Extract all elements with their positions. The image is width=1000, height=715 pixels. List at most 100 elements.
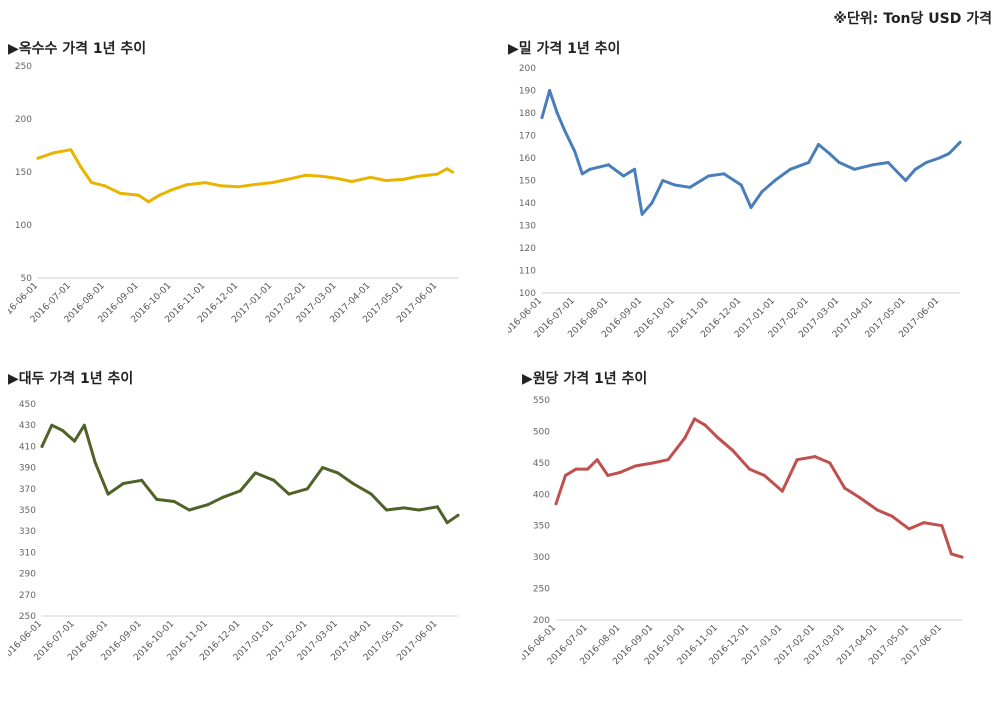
corn-data-point <box>69 148 73 152</box>
sugar-data-point <box>780 489 784 493</box>
corn-data-point <box>236 185 240 189</box>
y-tick-label: 200 <box>533 616 550 626</box>
y-tick-label: 500 <box>533 427 550 437</box>
wheat-data-point <box>958 140 962 144</box>
wheat-data-point <box>673 183 677 187</box>
y-tick-label: 270 <box>19 591 36 601</box>
wheat-chart: ▶밀 가격 1년 추이 100 110 120 130 140 150 160 170 180 1… <box>508 38 973 338</box>
soybean-data-point <box>140 478 144 482</box>
soybean-price-line <box>40 423 460 525</box>
sugar-data-point <box>716 436 720 440</box>
soybean-chart: ▶대두 가격 1년 추이 250 270 290 310 330 350 370 390 410… <box>8 368 473 678</box>
y-tick-label: 550 <box>533 396 550 406</box>
wheat-data-point <box>817 143 820 146</box>
soybean-plot: 2502702903103303503703904104304502016-06… <box>8 400 460 663</box>
wheat-price-line <box>540 89 962 216</box>
corn-chart: ▶옥수수 가격 1년 추이 50 100 150 200 250 2016-06-01 20… <box>8 38 473 328</box>
y-tick-label: 300 <box>533 553 550 563</box>
y-tick-label: 390 <box>19 464 36 474</box>
y-tick-label: 350 <box>19 506 36 516</box>
y-tick-label: 310 <box>19 548 36 558</box>
wheat-data-point <box>540 116 544 119</box>
soybean-data-point <box>336 471 340 475</box>
corn-data-point <box>169 188 173 192</box>
corn-data-point <box>103 184 107 188</box>
sugar-data-point <box>890 514 894 518</box>
soybean-data-point <box>121 482 125 485</box>
corn-data-point <box>451 170 454 174</box>
y-tick-label: 150 <box>519 177 536 187</box>
wheat-data-point <box>947 152 951 155</box>
y-tick-label: 400 <box>533 490 550 500</box>
soybean-data-point <box>445 521 449 525</box>
sugar-data-point <box>564 473 567 477</box>
wheat-data-point <box>871 163 875 167</box>
wheat-data-point <box>749 206 753 209</box>
wheat-data-point <box>837 161 841 164</box>
corn-data-point <box>90 181 94 185</box>
y-tick-label: 430 <box>19 421 36 431</box>
soybean-data-point <box>305 487 309 491</box>
y-tick-label: 250 <box>533 585 550 595</box>
corn-price-line <box>36 148 454 204</box>
soybean-data-point <box>221 495 225 499</box>
sugar-data-point <box>922 521 926 525</box>
sugar-chart-title: ▶원당 가격 1년 추이 <box>522 371 648 387</box>
sugar-data-point <box>633 464 637 468</box>
soybean-data-point <box>172 500 176 503</box>
y-tick-label: 330 <box>19 527 36 537</box>
wheat-data-point <box>904 179 908 182</box>
sugar-data-point <box>748 467 751 471</box>
sugar-data-point <box>554 502 558 506</box>
corn-data-point <box>285 177 289 181</box>
y-tick-label: 170 <box>519 132 536 142</box>
corn-data-point <box>401 177 405 181</box>
y-tick-label: 190 <box>519 87 536 97</box>
sugar-data-point <box>843 486 847 490</box>
wheat-data-point <box>633 167 636 171</box>
sugar-data-point <box>666 458 670 462</box>
wheat-data-point <box>937 156 941 160</box>
wheat-data-point <box>827 152 831 155</box>
corn-data-point <box>270 181 274 185</box>
sugar-data-point <box>949 552 953 556</box>
corn-data-point <box>369 175 372 179</box>
soybean-data-point <box>402 506 406 510</box>
sugar-data-point <box>693 417 696 421</box>
soybean-data-point <box>456 513 460 517</box>
y-tick-label: 100 <box>519 289 536 299</box>
corn-data-point <box>445 167 449 171</box>
sugar-data-point <box>795 458 799 462</box>
corn-data-point <box>36 156 40 160</box>
sugar-data-point <box>683 436 687 440</box>
wheat-data-point <box>640 212 644 216</box>
sugar-data-point <box>703 423 707 427</box>
corn-data-point <box>350 180 354 183</box>
wheat-data-point <box>650 201 654 205</box>
corn-data-point <box>51 151 55 155</box>
sugar-data-point <box>731 448 735 452</box>
y-tick-label: 140 <box>519 199 536 209</box>
soybean-data-point <box>385 508 388 512</box>
corn-data-point <box>304 173 308 177</box>
y-tick-label: 160 <box>519 154 536 164</box>
sugar-data-point <box>619 470 622 474</box>
sugar-data-point <box>828 461 832 465</box>
sugar-data-point <box>606 473 610 477</box>
sugar-data-point <box>813 455 817 459</box>
soybean-data-point <box>155 497 159 501</box>
soybean-data-point <box>351 482 355 485</box>
wheat-data-point <box>788 167 792 171</box>
soybean-data-point <box>287 492 291 496</box>
corn-data-point <box>319 174 323 178</box>
soybean-data-point <box>106 492 110 496</box>
sugar-data-point <box>940 524 944 528</box>
wheat-chart-title: ▶밀 가격 1년 추이 <box>508 41 621 57</box>
unit-note: ※단위: Ton당 USD 가격 <box>833 11 992 27</box>
wheat-data-point <box>555 111 559 115</box>
y-tick-label: 250 <box>15 62 32 72</box>
wheat-data-point <box>924 161 928 164</box>
soybean-data-point <box>321 466 325 470</box>
wheat-data-point <box>739 183 743 187</box>
corn-data-point <box>118 191 122 195</box>
